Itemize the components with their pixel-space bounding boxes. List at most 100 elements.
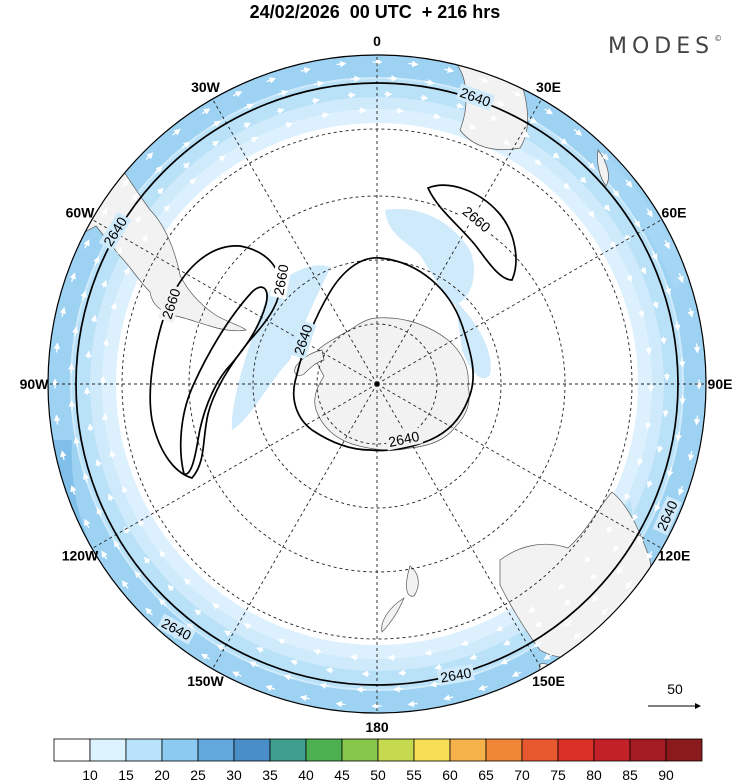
wind-arrow — [443, 694, 454, 701]
wind-arrow — [184, 578, 191, 586]
wind-arrow — [637, 457, 644, 466]
longitude-label: 60W — [66, 205, 96, 221]
new-zealand-south — [381, 597, 405, 633]
wind-arrow — [687, 307, 694, 318]
reference-vector: 50 — [648, 681, 701, 709]
contour-label: 2640 — [384, 427, 424, 451]
wind-arrow — [96, 507, 103, 517]
wind-arrow — [460, 639, 469, 646]
wind-arrow — [424, 649, 433, 656]
wind-arrow — [200, 653, 210, 660]
svg-text:2640: 2640 — [387, 428, 421, 450]
wind-arrow — [266, 77, 276, 84]
wind-arrow — [429, 681, 440, 688]
latitude-circle — [252, 259, 502, 509]
wind-arrow — [573, 632, 582, 640]
colorbar-tick-label: 55 — [406, 767, 422, 782]
longitude-label: 120E — [658, 548, 691, 564]
brand-text: MODES — [608, 34, 715, 59]
wind-arrow — [398, 669, 407, 676]
longitude-label: 30W — [191, 79, 221, 95]
wind-arrow — [299, 694, 310, 702]
wind-arrow — [434, 663, 443, 671]
wind-arrow — [687, 451, 695, 462]
wind-arrow — [660, 336, 667, 345]
wind-arrow — [321, 112, 330, 119]
wind-arrow — [564, 598, 572, 606]
wind-arrow — [408, 60, 419, 68]
wind-arrow — [85, 350, 92, 359]
wind-arrow — [603, 204, 610, 212]
colorbar-tick-label: 65 — [478, 767, 494, 782]
wind-arrow — [211, 140, 220, 148]
meridian-line — [376, 383, 663, 549]
colorbar-swatch — [485, 738, 523, 762]
wind-arrow — [145, 152, 154, 160]
wind-arrow — [159, 550, 166, 558]
wind-arrow — [53, 414, 61, 425]
contour-2640-outer — [75, 82, 679, 686]
wind-arrow — [579, 176, 587, 184]
wind-arrow — [130, 193, 138, 202]
wind-arrow — [110, 302, 117, 311]
wind-arrow — [300, 67, 311, 74]
colorbar-tick-label: 60 — [442, 767, 458, 782]
wind-arrow — [93, 256, 100, 266]
wind-arrow — [663, 239, 670, 250]
colorbar-swatch — [305, 738, 343, 762]
wind-band-edge — [102, 109, 652, 659]
wind-arrow — [95, 458, 102, 467]
wind-arrow — [563, 619, 573, 627]
wind-arrow — [122, 485, 128, 494]
chart-title: 24/02/2026 00 UTC + 216 hrs — [249, 2, 501, 22]
wind-blob-east — [455, 300, 491, 379]
colorbar-tick-label: 75 — [550, 767, 566, 782]
wind-arrow — [82, 472, 90, 483]
wind-arrow — [115, 246, 122, 255]
longitude-labels: 0 30E 60E 90E 120E 150E 180 150W 120W 90W 60W 30W — [20, 33, 733, 735]
wind-arrow — [163, 204, 170, 212]
wind-arrow — [395, 107, 404, 114]
wind-arrow — [613, 544, 620, 553]
wind-arrow — [588, 210, 595, 218]
longitude-label: 90W — [20, 376, 50, 392]
colorbar-swatch — [89, 738, 127, 762]
copyright-mark: © — [714, 34, 723, 43]
contour-label: 2660 — [270, 260, 293, 299]
wind-arrow — [609, 241, 616, 249]
wind-arrow — [59, 306, 67, 317]
south-pole-marker — [374, 381, 380, 387]
colorbar-tick-label: 85 — [622, 767, 638, 782]
colorbar-tick-label: 25 — [190, 767, 206, 782]
meridian-line — [91, 383, 378, 549]
wind-arrow — [145, 607, 153, 616]
colorbar-tick-label: 40 — [298, 767, 314, 782]
wind-arrow — [468, 123, 477, 130]
contour-2660-east — [426, 184, 517, 281]
colorbar-swatch — [557, 738, 595, 762]
map-border — [47, 54, 707, 714]
meridian-line — [212, 98, 378, 385]
wind-arrow — [678, 357, 686, 368]
wind-arrow — [534, 158, 542, 165]
wind-arrow — [495, 100, 505, 107]
wind-arrow — [625, 179, 633, 188]
wind-arrow — [325, 667, 334, 674]
longitude-label: 180 — [365, 719, 389, 735]
wind-arrow — [584, 556, 591, 564]
wind-arrow — [640, 266, 647, 275]
wind-arrow — [53, 342, 61, 353]
wind-arrow — [632, 513, 639, 522]
colorbar-swatch — [377, 738, 415, 762]
colorbar-swatch — [125, 738, 163, 762]
wind-arrow — [102, 338, 110, 347]
reference-vector-label: 50 — [667, 681, 683, 697]
wind-arrow — [601, 152, 609, 161]
wind-arrow — [70, 485, 77, 495]
map-disk — [48, 55, 706, 713]
wind-arrow — [278, 89, 289, 97]
wind-arrow — [232, 671, 242, 678]
wind-arrow — [528, 606, 536, 613]
wind-arrow — [559, 137, 568, 145]
longitude-label: 30E — [536, 79, 561, 95]
